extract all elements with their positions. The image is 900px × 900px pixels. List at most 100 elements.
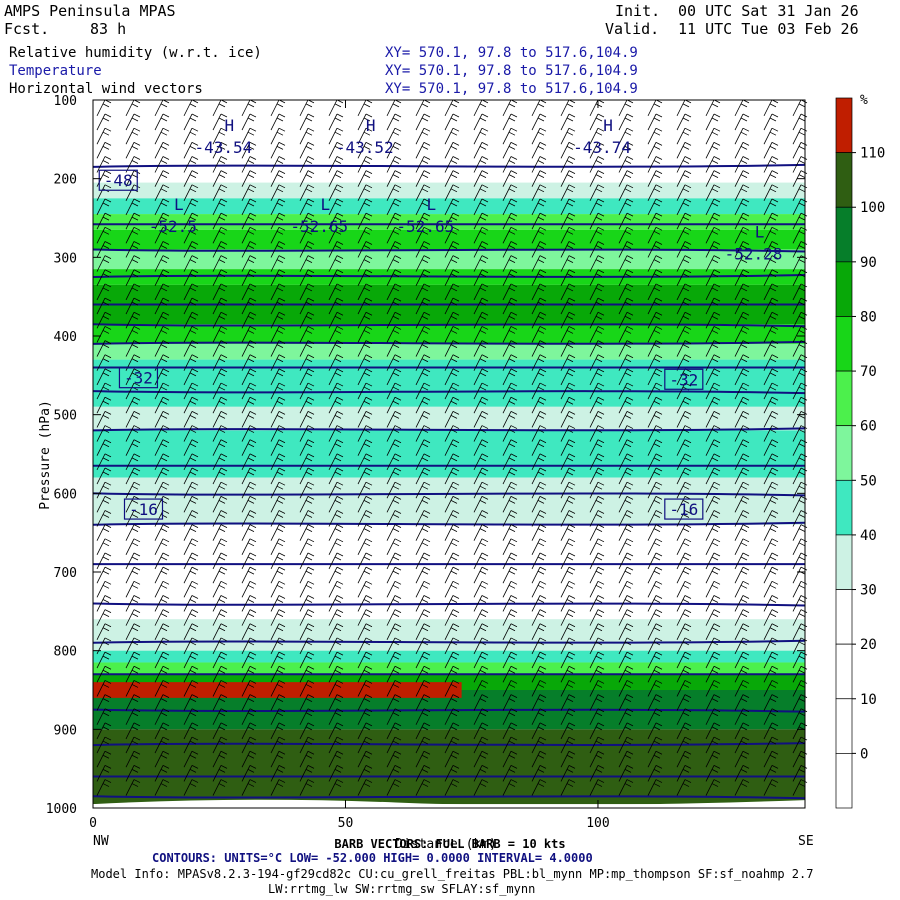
wind-barb-18-6 xyxy=(618,184,634,202)
wind-barb-4-20 xyxy=(212,382,228,400)
wind-barb-22-34 xyxy=(734,580,750,598)
wind-barb-23-19 xyxy=(763,368,779,386)
wind-barb-8-48 xyxy=(328,779,344,796)
wind-barb-20-43 xyxy=(676,708,692,725)
wind-barb-17-24 xyxy=(589,439,605,456)
extrema-value-0: -43.54 xyxy=(194,138,252,157)
wind-barb-22-24 xyxy=(734,439,750,456)
rh-band-18 xyxy=(93,729,805,805)
wind-barb-3-9 xyxy=(183,226,199,244)
wind-barb-8-38 xyxy=(328,637,344,655)
wind-barb-23-25 xyxy=(763,453,779,471)
wind-barb-3-35 xyxy=(183,595,199,612)
wind-barb-3-12 xyxy=(183,269,199,286)
wind-barb-0-8 xyxy=(96,212,112,230)
wind-barb-21-47 xyxy=(705,765,721,782)
wind-barb-8-42 xyxy=(328,694,344,711)
wind-barb-15-4 xyxy=(531,156,547,173)
colorbar-bin-0 xyxy=(835,97,853,153)
wind-barb-21-42 xyxy=(705,694,721,711)
wind-barb-21-23 xyxy=(705,425,721,442)
wind-barb-8-45 xyxy=(328,736,344,754)
wind-barb-4-7 xyxy=(212,198,228,216)
colorbar-label-11: 0 xyxy=(860,746,868,762)
wind-barb-18-41 xyxy=(618,680,634,697)
wind-barb-21-46 xyxy=(705,750,721,768)
wind-barb-6-24 xyxy=(270,439,286,456)
wind-barb-4-15 xyxy=(212,311,228,329)
field-name-rh: Relative humidity (w.r.t. ice) xyxy=(9,45,262,61)
wind-barb-19-11 xyxy=(647,255,663,272)
wind-barb-18-17 xyxy=(618,340,634,357)
wind-barb-11-28 xyxy=(415,495,431,513)
wind-barb-6-29 xyxy=(270,510,286,527)
field-xy-rh: XY= 570.1, 97.8 to 517.6,104.9 xyxy=(385,45,638,61)
wind-barb-20-9 xyxy=(676,226,692,244)
wind-barb-23-1 xyxy=(763,113,779,131)
wind-barb-17-8 xyxy=(589,212,605,230)
wind-barb-20-7 xyxy=(676,198,692,216)
wind-barb-0-21 xyxy=(96,396,112,414)
wind-barb-6-5 xyxy=(270,170,286,187)
wind-barb-18-21 xyxy=(618,396,634,414)
barb-vectors-note: BARB VECTORS: FULL BARB = 10 kts xyxy=(334,837,565,851)
wind-barb-20-3 xyxy=(676,141,692,159)
wind-barb-7-33 xyxy=(299,566,315,584)
wind-barb-15-27 xyxy=(531,481,547,499)
wind-barb-4-44 xyxy=(212,722,228,740)
wind-barb-19-48 xyxy=(647,779,663,796)
y-tick-label-3: 400 xyxy=(54,330,77,345)
wind-barb-10-44 xyxy=(386,722,402,740)
wind-barb-13-27 xyxy=(473,481,489,499)
colorbar-label-4: 70 xyxy=(860,364,877,380)
wind-barb-16-15 xyxy=(560,311,576,329)
wind-barb-12-4 xyxy=(444,156,460,173)
wind-barb-24-7 xyxy=(792,198,808,216)
wind-barb-2-6 xyxy=(154,184,170,202)
wind-barb-22-17 xyxy=(734,340,750,357)
wind-barb-22-41 xyxy=(734,680,750,697)
wind-barb-11-16 xyxy=(415,326,431,343)
wind-barb-20-23 xyxy=(676,425,692,442)
wind-barb-6-32 xyxy=(270,552,286,570)
wind-barb-2-36 xyxy=(154,609,170,626)
wind-barb-23-46 xyxy=(763,750,779,768)
isotherm-line-14 xyxy=(92,602,806,607)
wind-barb-5-44 xyxy=(241,722,257,740)
wind-barb-0-29 xyxy=(96,510,112,527)
wind-barb-9-33 xyxy=(357,566,373,584)
wind-barb-17-30 xyxy=(589,524,605,541)
colorbar-label-1: 100 xyxy=(860,200,885,216)
wind-barb-14-9 xyxy=(502,226,518,244)
wind-barb-17-21 xyxy=(589,396,605,414)
wind-barb-23-20 xyxy=(763,382,779,400)
wind-barb-2-17 xyxy=(154,340,170,357)
wind-barb-3-41 xyxy=(183,680,199,697)
wind-barb-19-2 xyxy=(647,127,663,145)
wind-barb-8-43 xyxy=(328,708,344,725)
y-axis-title: Pressure (hPa) xyxy=(38,400,53,510)
wind-barb-12-26 xyxy=(444,467,460,485)
wind-barb-5-40 xyxy=(241,665,257,683)
wind-barb-7-19 xyxy=(299,368,315,386)
wind-barb-15-12 xyxy=(531,269,547,286)
wind-barb-13-42 xyxy=(473,694,489,711)
wind-barb-12-31 xyxy=(444,538,460,556)
wind-barb-16-28 xyxy=(560,495,576,513)
wind-barb-4-4 xyxy=(212,156,228,173)
wind-barb-19-18 xyxy=(647,354,663,371)
wind-barb-1-36 xyxy=(125,609,141,626)
wind-barb-0-16 xyxy=(96,326,112,343)
wind-barb-3-15 xyxy=(183,311,199,329)
wind-barb-24-28 xyxy=(792,495,808,513)
wind-barb-9-32 xyxy=(357,552,373,570)
wind-barb-18-2 xyxy=(618,127,634,145)
wind-barb-20-37 xyxy=(676,623,692,640)
field-xy-wind: XY= 570.1, 97.8 to 517.6,104.9 xyxy=(385,81,638,97)
wind-barb-14-31 xyxy=(502,538,518,556)
wind-barb-8-5 xyxy=(328,170,344,187)
wind-barb-6-6 xyxy=(270,184,286,202)
wind-barb-10-1 xyxy=(386,113,402,131)
colorbar-bin-1 xyxy=(835,152,853,208)
wind-barb-20-42 xyxy=(676,694,692,711)
